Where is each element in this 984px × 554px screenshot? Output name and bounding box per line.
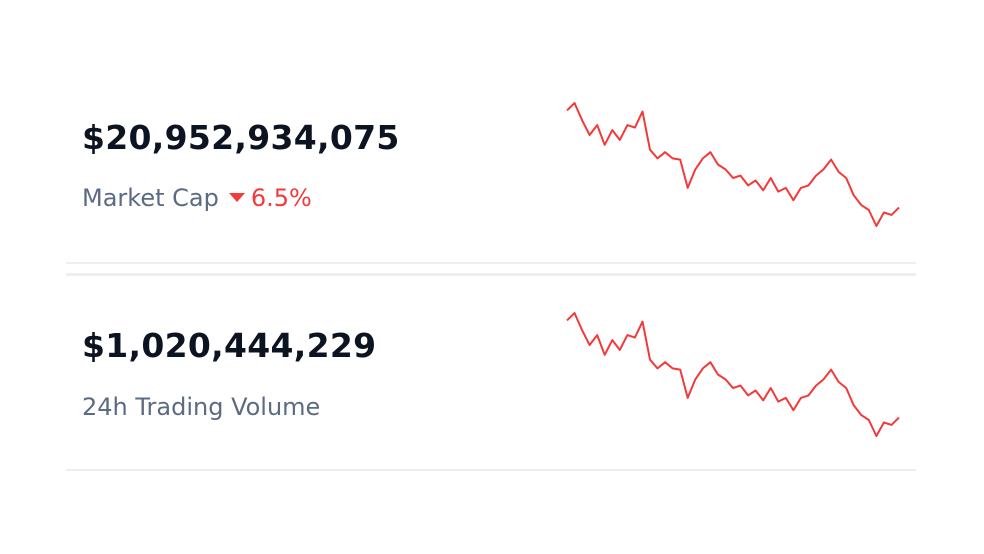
sparkline: [566, 102, 900, 227]
change: 6.5%: [250, 184, 312, 212]
market-cap-value: $20,952,934,075: [82, 118, 400, 157]
divider: [66, 273, 916, 276]
volume-label: 24h Trading Volume: [82, 393, 321, 421]
label: Market Cap: [82, 184, 219, 212]
sparkline-line: [566, 312, 900, 437]
sparkline-line: [566, 102, 900, 227]
volume-value: $1,020,444,229: [82, 326, 377, 365]
sparkline: [566, 312, 900, 437]
market-cap-label: Market Cap 6.5%: [82, 184, 312, 212]
divider: [66, 262, 916, 264]
down-arrow: [228, 192, 245, 202]
divider: [66, 469, 916, 471]
